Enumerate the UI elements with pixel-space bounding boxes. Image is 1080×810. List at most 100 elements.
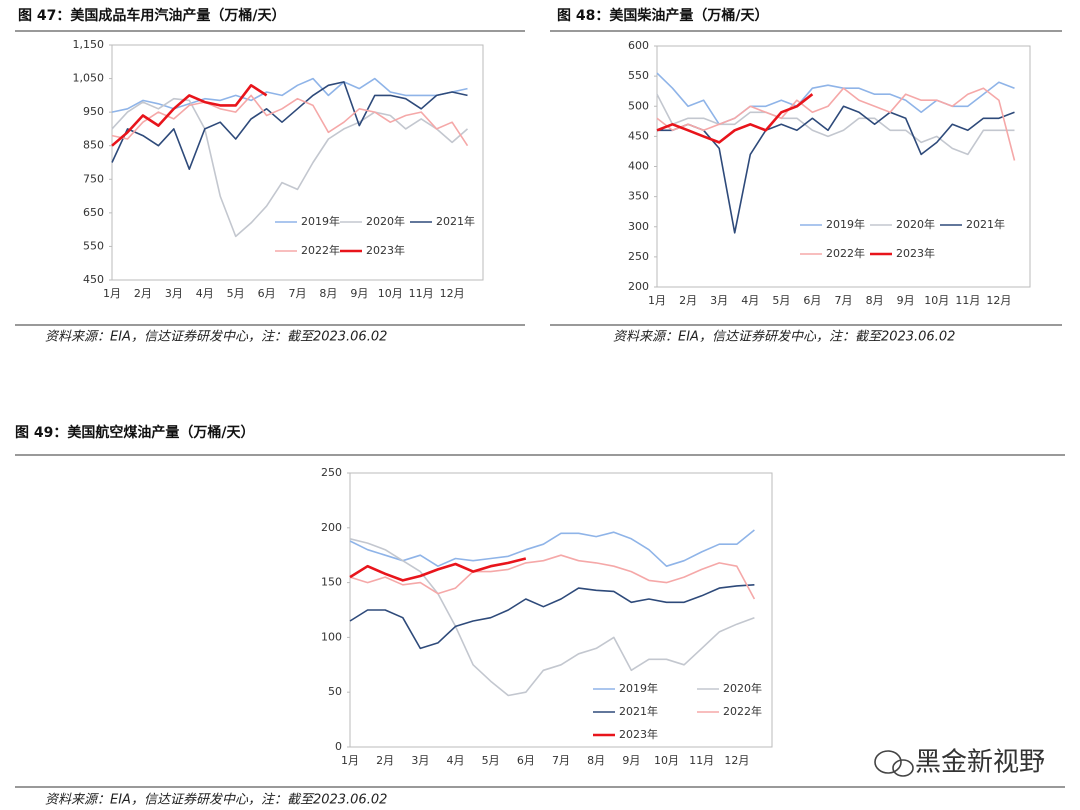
x-tick-label: 8月 bbox=[866, 294, 884, 307]
x-tick-label: 9月 bbox=[350, 287, 368, 300]
series-line bbox=[111, 97, 469, 238]
x-tick-label: 2月 bbox=[134, 287, 152, 300]
x-tick-label: 9月 bbox=[622, 754, 640, 767]
y-tick-label: 400 bbox=[628, 160, 649, 173]
legend-label: 2019年 bbox=[619, 681, 658, 695]
series-line bbox=[349, 554, 756, 600]
x-tick-label: 12月 bbox=[440, 287, 465, 300]
x-tick-label: 12月 bbox=[724, 754, 749, 767]
x-tick-label: 12月 bbox=[986, 294, 1011, 307]
x-tick-label: 4月 bbox=[447, 754, 465, 767]
y-tick-label: 250 bbox=[628, 250, 649, 263]
y-tick-label: 450 bbox=[83, 273, 104, 286]
x-tick-label: 3月 bbox=[165, 287, 183, 300]
legend-label: 2022年 bbox=[826, 246, 865, 260]
x-tick-label: 6月 bbox=[258, 287, 276, 300]
y-tick-label: 250 bbox=[321, 466, 342, 479]
x-tick-label: 11月 bbox=[955, 294, 980, 307]
figure-title: 图 47：美国成品车用汽油产量（万桶/天） bbox=[18, 7, 285, 24]
legend-label: 2020年 bbox=[896, 217, 935, 231]
x-tick-label: 3月 bbox=[710, 294, 728, 307]
y-tick-label: 150 bbox=[321, 576, 342, 589]
x-tick-label: 6月 bbox=[517, 754, 535, 767]
series-line bbox=[349, 538, 755, 697]
y-tick-label: 300 bbox=[628, 220, 649, 233]
x-tick-label: 1月 bbox=[648, 294, 666, 307]
y-tick-label: 550 bbox=[628, 69, 649, 82]
source-note: 资料来源：EIA，信达证券研发中心，注：截至2023.06.02 bbox=[613, 330, 955, 345]
figure-title: 图 49：美国航空煤油产量（万桶/天） bbox=[15, 424, 254, 441]
y-tick-label: 650 bbox=[83, 206, 104, 219]
x-tick-label: 5月 bbox=[227, 287, 245, 300]
plot-frame bbox=[349, 472, 773, 748]
series-line bbox=[656, 72, 1015, 126]
series-line bbox=[111, 77, 468, 113]
source-note: 资料来源：EIA，信达证券研发中心，注：截至2023.06.02 bbox=[45, 793, 387, 808]
legend-label: 2022年 bbox=[301, 243, 340, 257]
y-tick-label: 1,150 bbox=[73, 38, 105, 51]
legend-label: 2019年 bbox=[301, 214, 340, 228]
x-tick-label: 1月 bbox=[103, 287, 121, 300]
y-tick-label: 600 bbox=[628, 39, 649, 52]
legend-label: 2022年 bbox=[723, 704, 762, 718]
x-tick-label: 1月 bbox=[341, 754, 359, 767]
y-tick-label: 950 bbox=[83, 105, 104, 118]
watermark-icon bbox=[874, 750, 914, 777]
x-tick-label: 9月 bbox=[897, 294, 915, 307]
series-line bbox=[111, 94, 469, 147]
x-tick-label: 5月 bbox=[772, 294, 790, 307]
legend-label: 2021年 bbox=[619, 704, 658, 718]
source-note: 资料来源：EIA，信达证券研发中心，注：截至2023.06.02 bbox=[45, 330, 387, 345]
x-tick-label: 2月 bbox=[376, 754, 394, 767]
x-tick-label: 2月 bbox=[679, 294, 697, 307]
x-tick-label: 7月 bbox=[835, 294, 853, 307]
y-tick-label: 550 bbox=[83, 239, 104, 252]
legend-label: 2020年 bbox=[366, 214, 405, 228]
plot-frame bbox=[111, 44, 484, 281]
y-tick-label: 350 bbox=[628, 190, 649, 203]
series-line bbox=[349, 584, 755, 650]
series-line bbox=[656, 93, 814, 144]
series-line bbox=[656, 87, 1016, 161]
y-tick-label: 50 bbox=[328, 685, 342, 698]
y-tick-label: 750 bbox=[83, 172, 104, 185]
x-tick-label: 3月 bbox=[411, 754, 429, 767]
legend-label: 2019年 bbox=[826, 217, 865, 231]
x-tick-label: 8月 bbox=[587, 754, 605, 767]
series-line bbox=[657, 105, 1015, 234]
x-tick-label: 10月 bbox=[924, 294, 949, 307]
y-tick-label: 1,050 bbox=[73, 72, 105, 85]
y-tick-label: 200 bbox=[628, 280, 649, 293]
y-tick-label: 450 bbox=[628, 129, 649, 142]
legend-label: 2021年 bbox=[966, 217, 1005, 231]
y-tick-label: 200 bbox=[321, 521, 342, 534]
series-line bbox=[349, 529, 755, 567]
x-tick-label: 11月 bbox=[409, 287, 434, 300]
watermark: 黑金新视野 bbox=[915, 748, 1045, 778]
y-tick-label: 500 bbox=[628, 99, 649, 112]
x-tick-label: 4月 bbox=[741, 294, 759, 307]
series-line bbox=[349, 557, 527, 582]
y-tick-label: 850 bbox=[83, 139, 104, 152]
legend-label: 2020年 bbox=[723, 681, 762, 695]
y-tick-label: 0 bbox=[335, 740, 342, 753]
legend-label: 2021年 bbox=[436, 214, 475, 228]
series-line bbox=[111, 81, 468, 170]
legend-label: 2023年 bbox=[619, 727, 658, 741]
x-tick-label: 5月 bbox=[482, 754, 500, 767]
series-line bbox=[656, 93, 1015, 156]
x-tick-label: 10月 bbox=[378, 287, 403, 300]
x-tick-label: 6月 bbox=[803, 294, 821, 307]
x-tick-label: 7月 bbox=[289, 287, 307, 300]
series-line bbox=[111, 84, 268, 147]
x-tick-label: 4月 bbox=[196, 287, 214, 300]
figure-title: 图 48：美国柴油产量（万桶/天） bbox=[557, 7, 768, 24]
x-tick-label: 10月 bbox=[654, 754, 679, 767]
x-tick-label: 7月 bbox=[552, 754, 570, 767]
x-tick-label: 11月 bbox=[689, 754, 714, 767]
legend-label: 2023年 bbox=[896, 246, 935, 260]
x-tick-label: 8月 bbox=[319, 287, 337, 300]
legend-label: 2023年 bbox=[366, 243, 405, 257]
